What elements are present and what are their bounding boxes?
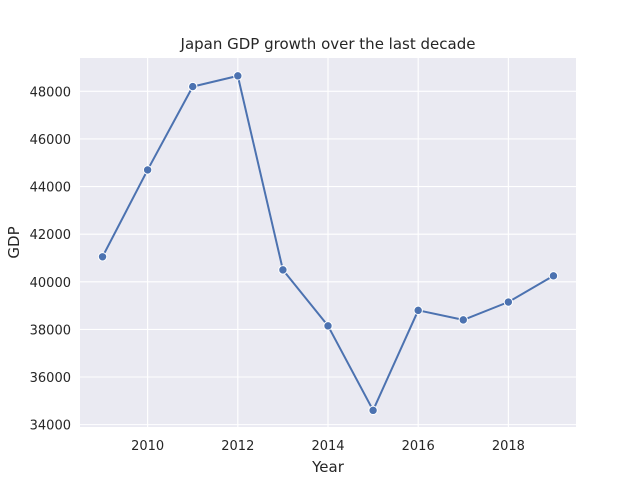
data-point (458, 315, 468, 325)
x-tick-label: 2016 (402, 439, 435, 454)
y-tick-label: 44000 (30, 181, 71, 196)
data-point (323, 321, 333, 331)
y-tick-label: 38000 (30, 323, 71, 338)
y-axis-ticks: 34000 36000 38000 40000 42000 44000 46000 48000 (30, 85, 71, 433)
data-point (142, 165, 153, 175)
data-point (188, 81, 198, 92)
data-point (233, 71, 243, 81)
y-tick-label: 42000 (30, 228, 71, 243)
data-markers (97, 71, 559, 416)
data-point (97, 252, 108, 262)
x-axis-label: Year (311, 458, 345, 476)
data-point (548, 271, 559, 281)
x-tick-label: 2014 (311, 439, 344, 454)
chart-title: Japan GDP growth over the last decade (180, 35, 476, 53)
data-point (368, 405, 378, 416)
x-tick-label: 2018 (492, 439, 525, 454)
data-point (503, 297, 514, 307)
x-tick-label: 2010 (131, 439, 164, 454)
y-tick-label: 34000 (30, 419, 71, 434)
x-tick-label: 2012 (221, 439, 254, 454)
data-point (413, 305, 423, 316)
y-tick-label: 46000 (30, 133, 71, 148)
y-tick-label: 48000 (30, 85, 71, 100)
y-axis-label: GDP (5, 226, 23, 258)
x-axis-ticks: 2010 2012 2014 2016 2018 (131, 439, 525, 454)
y-tick-label: 36000 (30, 371, 71, 386)
y-tick-label: 40000 (30, 276, 71, 291)
data-point (278, 265, 288, 275)
